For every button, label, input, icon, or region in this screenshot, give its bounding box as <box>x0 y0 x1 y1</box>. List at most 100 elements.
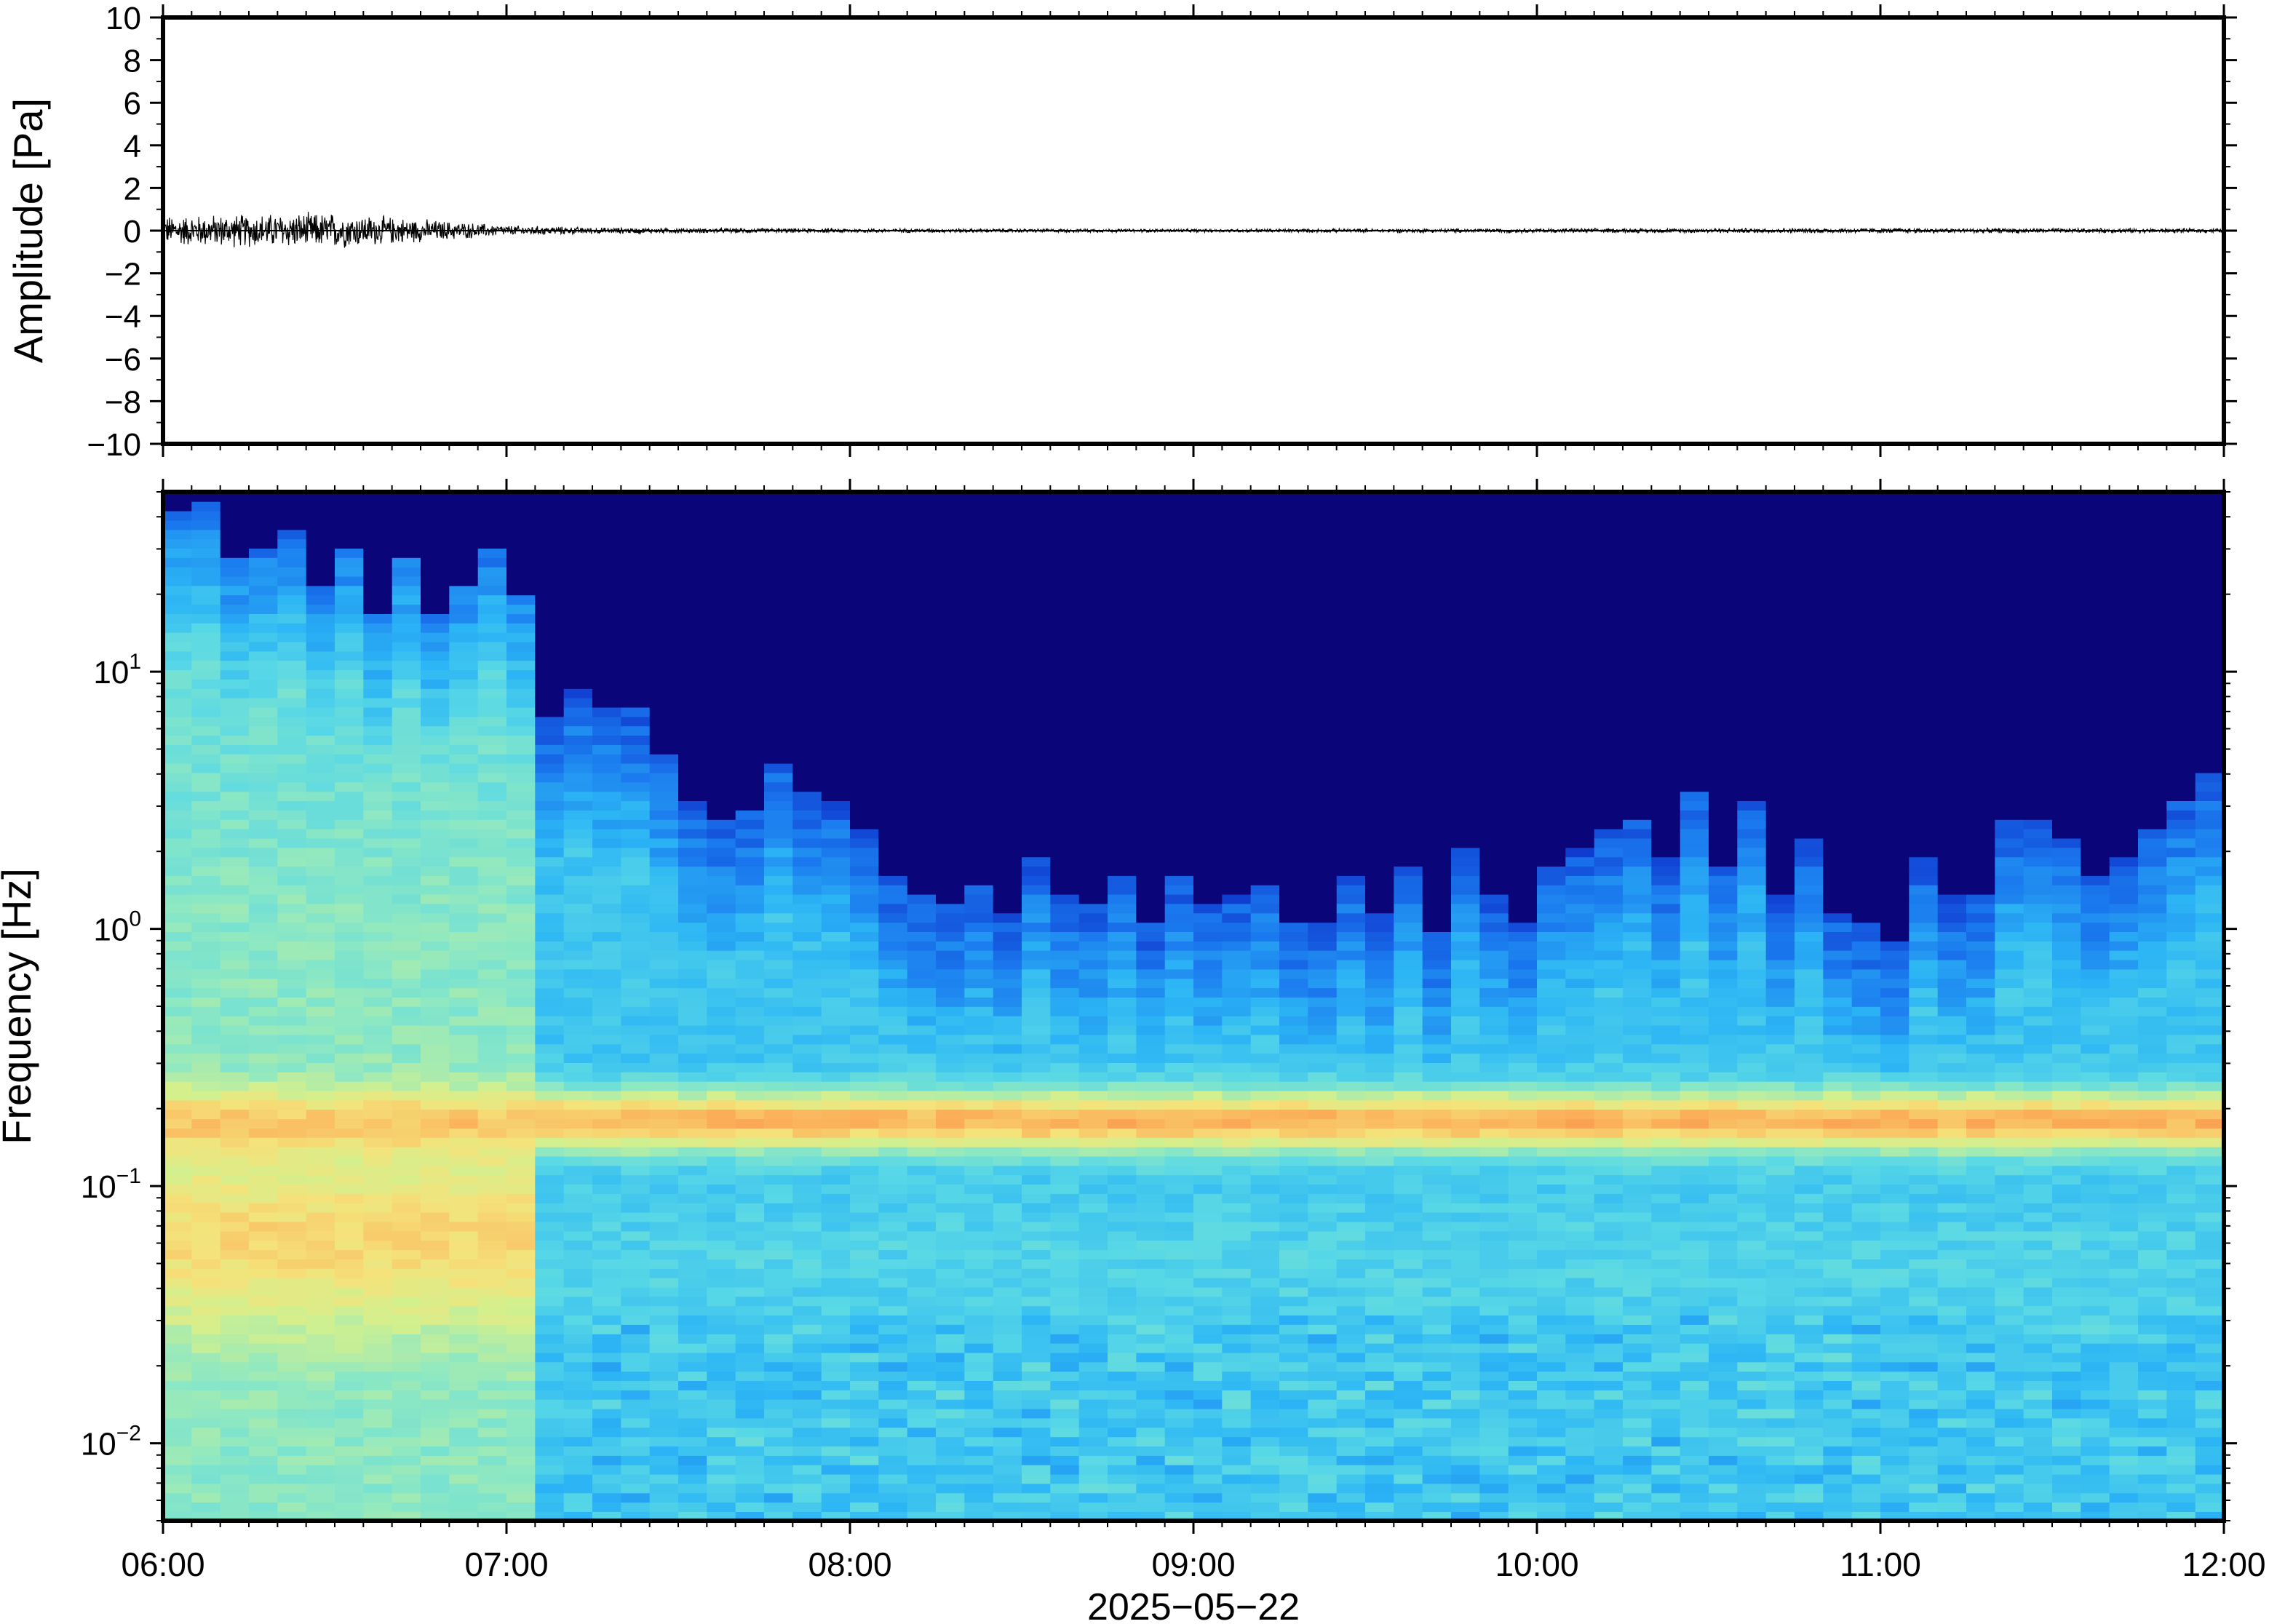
spectrogram-cell <box>563 1249 593 1259</box>
spectrogram-cell <box>306 893 335 904</box>
spectrogram-cell <box>936 538 966 549</box>
spectrogram-cell <box>1308 1427 1338 1438</box>
spectrogram-cell <box>993 753 1022 764</box>
spectrogram-cell <box>993 1109 1022 1120</box>
spectrogram-cell <box>363 1296 393 1307</box>
spectrogram-cell <box>1164 1146 1194 1157</box>
spectrogram-cell <box>535 1137 565 1147</box>
spectrogram-cell <box>1250 548 1280 558</box>
spectrogram-cell <box>1164 1427 1194 1438</box>
spectrogram-cell <box>764 1165 794 1176</box>
spectrogram-cell <box>277 1174 307 1185</box>
spectrogram-cell <box>335 641 365 652</box>
spectrogram-cell <box>563 1099 593 1110</box>
spectrogram-cell <box>592 1043 622 1054</box>
spectrogram-cell <box>449 1006 479 1016</box>
spectrogram-cell <box>936 1342 966 1353</box>
spectrogram-cell <box>1279 987 1309 998</box>
spectrogram-cell <box>764 1380 794 1390</box>
spectrogram-cell <box>649 501 679 512</box>
spectrogram-cell <box>964 1202 994 1213</box>
spectrogram-cell <box>707 1165 736 1176</box>
spectrogram-cell <box>764 1128 794 1138</box>
spectrogram-cell <box>621 1109 651 1120</box>
spectrogram-cell <box>163 763 193 773</box>
spectrogram-cell <box>592 922 622 932</box>
spectrogram-cell <box>1193 1436 1223 1446</box>
spectrogram-cell <box>163 510 193 521</box>
spectrogram-cell <box>535 1361 565 1372</box>
spectrogram-cell <box>449 623 479 633</box>
spectrogram-cell <box>363 1155 393 1166</box>
spectrogram-cell <box>649 1446 679 1456</box>
spectrogram-cell <box>1222 1024 1252 1035</box>
spectrogram-cell <box>220 931 250 942</box>
spectrogram-cell <box>1365 1408 1395 1419</box>
spectrogram-cell <box>907 1408 937 1419</box>
spectrogram-cell <box>363 623 393 633</box>
spectrogram-cell <box>220 1024 250 1035</box>
spectrogram-cell <box>421 884 450 895</box>
spectrogram-cell <box>1164 566 1194 577</box>
spectrogram-cell <box>563 753 593 764</box>
spectrogram-cell <box>363 866 393 876</box>
spectrogram-cell <box>163 594 193 605</box>
spectrogram-cell <box>707 1324 736 1334</box>
spectrogram-cell <box>678 1427 708 1438</box>
spectrogram-cell <box>592 819 622 829</box>
spectrogram-cell <box>792 912 822 923</box>
spectrogram-cell <box>220 1109 250 1120</box>
spectrogram-cell <box>1193 1174 1223 1185</box>
spectrogram-cell <box>563 744 593 755</box>
spectrogram-cell <box>220 576 250 586</box>
spectrogram-cell <box>449 847 479 858</box>
spectrogram-cell <box>936 1390 966 1400</box>
spectrogram-cell <box>850 987 880 998</box>
spectrogram-cell <box>764 557 794 568</box>
spectrogram-cell <box>1336 987 1366 998</box>
spectrogram-cell <box>1193 1118 1223 1129</box>
spectrogram-cell <box>392 837 421 848</box>
spectrogram-cell <box>477 1436 507 1446</box>
spectrogram-cell <box>1308 941 1338 951</box>
spectrogram-cell <box>306 1240 335 1251</box>
spectrogram-cell <box>792 1267 822 1278</box>
spectrogram-cell <box>1022 1137 1052 1147</box>
spectrogram-cell <box>878 1109 908 1120</box>
spectrogram-cell <box>592 1455 622 1465</box>
spectrogram-cell <box>392 1446 421 1456</box>
spectrogram-cell <box>535 566 565 577</box>
spectrogram-cell <box>621 968 651 979</box>
spectrogram-cell <box>306 1155 335 1166</box>
spectrogram-cell <box>1279 1380 1309 1390</box>
spectrogram-cell <box>1136 576 1166 586</box>
spectrogram-cell <box>707 688 736 698</box>
spectrogram-cell <box>1108 1455 1137 1465</box>
spectrogram-cell <box>363 1492 393 1503</box>
spectrogram-cell <box>764 1240 794 1251</box>
spectrogram-cell <box>764 1118 794 1129</box>
spectrogram-cell <box>563 1015 593 1026</box>
spectrogram-cell <box>1193 679 1223 689</box>
spectrogram-cell <box>850 959 880 970</box>
spectrogram-cell <box>1279 1398 1309 1409</box>
spectrogram-cell <box>821 538 851 549</box>
spectrogram-cell <box>1222 828 1252 839</box>
spectrogram-cell <box>1050 1502 1080 1512</box>
spectrogram-cell <box>363 1174 393 1185</box>
spectrogram-cell <box>907 1053 937 1063</box>
spectrogram-cell <box>993 837 1022 848</box>
spectrogram-cell <box>335 1043 365 1054</box>
spectrogram-cell <box>1164 585 1194 596</box>
spectrogram-cell <box>592 1305 622 1315</box>
spectrogram-cell <box>249 1184 279 1194</box>
spectrogram-cell <box>964 856 994 867</box>
spectrogram-cell <box>563 725 593 736</box>
spectrogram-cell <box>392 1502 421 1512</box>
spectrogram-cell <box>249 1128 279 1138</box>
spectrogram-cell <box>449 1315 479 1325</box>
spectrogram-cell <box>449 1053 479 1063</box>
spectrogram-cell <box>1279 1146 1309 1157</box>
spectrogram-cell <box>1164 1511 1194 1521</box>
spectrogram-cell <box>1193 1109 1223 1120</box>
